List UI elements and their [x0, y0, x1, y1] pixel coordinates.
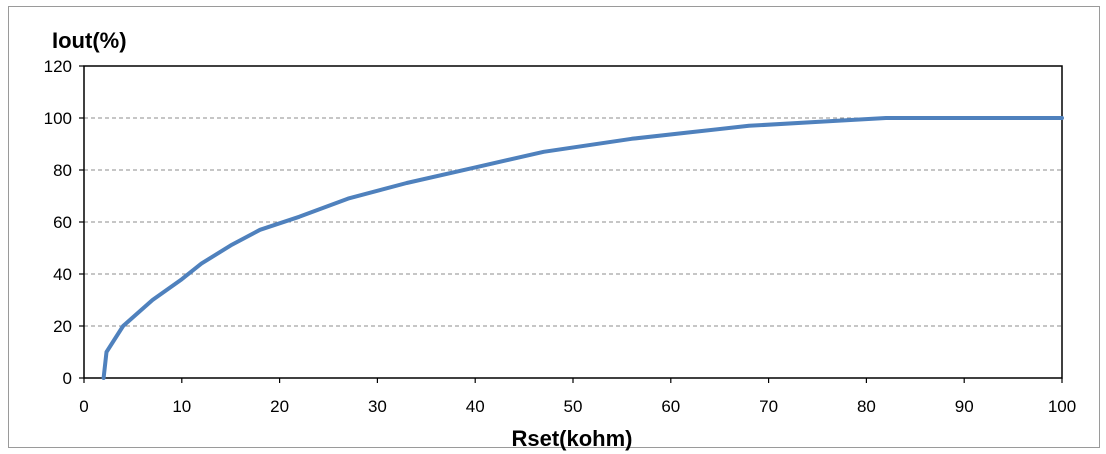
- y-tick-label: 120: [44, 57, 72, 76]
- grid-lines: [84, 117, 1062, 327]
- y-tick-label: 60: [53, 213, 72, 232]
- x-tick-label: 70: [759, 397, 778, 416]
- y-tick-label: 40: [53, 265, 72, 284]
- y-tick-labels: 0 20 40 60 80 100 120: [44, 57, 84, 388]
- x-tick-label: 10: [172, 397, 191, 416]
- x-tick-label: 90: [955, 397, 974, 416]
- series-line-0: [101, 116, 1064, 380]
- y-axis-title: Iout(%): [52, 28, 127, 53]
- plot-area-border: [83, 65, 1063, 379]
- x-tick-label: 80: [857, 397, 876, 416]
- y-tick-label: 0: [63, 369, 72, 388]
- x-axis-title: Rset(kohm): [511, 426, 632, 451]
- chart-frame: [8, 6, 1100, 448]
- y-tick-label: 100: [44, 109, 72, 128]
- x-tick-label: 20: [270, 397, 289, 416]
- y-tick-label: 20: [53, 317, 72, 336]
- series-layer: [101, 116, 1064, 380]
- x-tick-label: 100: [1048, 397, 1076, 416]
- y-tick-label: 80: [53, 161, 72, 180]
- x-tick-label: 50: [564, 397, 583, 416]
- x-tick-label: 40: [466, 397, 485, 416]
- x-tick-label: 0: [79, 397, 88, 416]
- x-tick-label: 30: [368, 397, 387, 416]
- x-tick-labels: 0 10 20 30 40 50 60 70 80 90 100: [79, 378, 1076, 416]
- x-tick-label: 60: [661, 397, 680, 416]
